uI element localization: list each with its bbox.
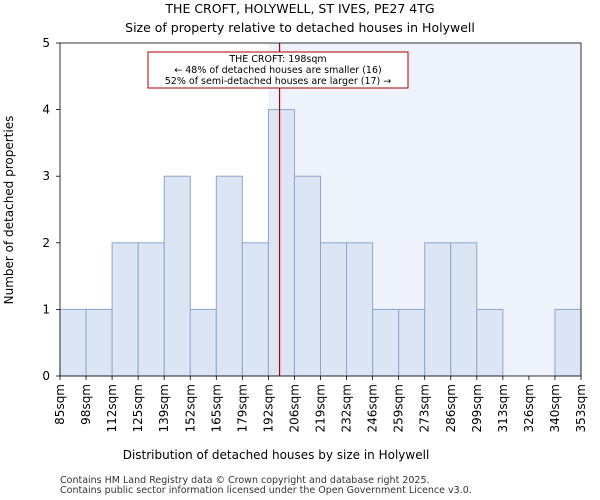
annotation-line-3: 52% of semi-detached houses are larger (… [165, 76, 392, 87]
x-tick-label: 165sqm [209, 384, 223, 432]
annotation-line-1: THE CROFT: 198sqm [228, 54, 326, 65]
y-tick-label: 2 [42, 236, 50, 250]
x-tick-label: 313sqm [496, 384, 510, 432]
y-tick-label: 5 [42, 36, 50, 50]
bar-85sqm [59, 308, 87, 377]
x-tick-label: 273sqm [418, 384, 432, 432]
bar-192sqm [267, 109, 295, 377]
annotation-line-2: ← 48% of detached houses are smaller (16… [174, 65, 381, 76]
bar-206sqm [293, 175, 322, 377]
x-tick-label: 139sqm [157, 384, 171, 432]
bar-232sqm [346, 242, 374, 377]
x-tick-label: 219sqm [314, 384, 328, 432]
bar-152sqm [189, 308, 217, 377]
bar-125sqm [137, 242, 165, 377]
bar-259sqm [398, 308, 426, 377]
y-tick-label: 3 [42, 169, 50, 183]
footer-line-1: Contains HM Land Registry data © Crown c… [60, 475, 430, 486]
bar-179sqm [241, 242, 269, 377]
x-tick-label: 98sqm [79, 384, 93, 425]
y-tick-label: 0 [42, 369, 50, 383]
x-tick-label: 179sqm [235, 384, 249, 432]
x-tick-label: 85sqm [53, 384, 67, 425]
x-tick-label: 286sqm [444, 384, 458, 432]
x-tick-label: 299sqm [470, 384, 484, 432]
bar-219sqm [320, 242, 348, 377]
y-axis-label: Number of detached properties [2, 116, 16, 305]
y-tick-label: 1 [42, 302, 50, 316]
x-tick-label: 232sqm [340, 384, 354, 432]
bar-246sqm [372, 308, 400, 377]
x-tick-label: 259sqm [392, 384, 406, 432]
x-tick-label: 152sqm [183, 384, 197, 432]
annotation-box [147, 51, 409, 89]
x-tick-label: 246sqm [366, 384, 380, 432]
bar-273sqm [424, 242, 452, 377]
x-tick-label: 125sqm [131, 384, 145, 432]
x-tick-label: 353sqm [574, 384, 588, 432]
bar-299sqm [476, 308, 504, 377]
x-tick-label: 340sqm [548, 384, 562, 432]
chart-subtitle: Size of property relative to detached ho… [125, 20, 475, 35]
x-tick-label: 112sqm [105, 384, 119, 432]
x-tick-label: 192sqm [261, 384, 275, 432]
bar-286sqm [450, 242, 478, 377]
bar-98sqm [85, 308, 113, 377]
footer-line-2: Contains public sector information licen… [60, 485, 472, 496]
x-tick-label: 206sqm [287, 384, 301, 432]
bar-139sqm [163, 175, 191, 377]
x-axis-label: Distribution of detached houses by size … [123, 448, 430, 462]
bar-112sqm [111, 242, 139, 377]
bar-165sqm [215, 175, 243, 377]
x-tick-label: 326sqm [522, 384, 536, 432]
bar-340sqm [554, 308, 582, 377]
y-tick-label: 4 [42, 103, 50, 117]
chart-title: THE CROFT, HOLYWELL, ST IVES, PE27 4TG [164, 1, 434, 16]
